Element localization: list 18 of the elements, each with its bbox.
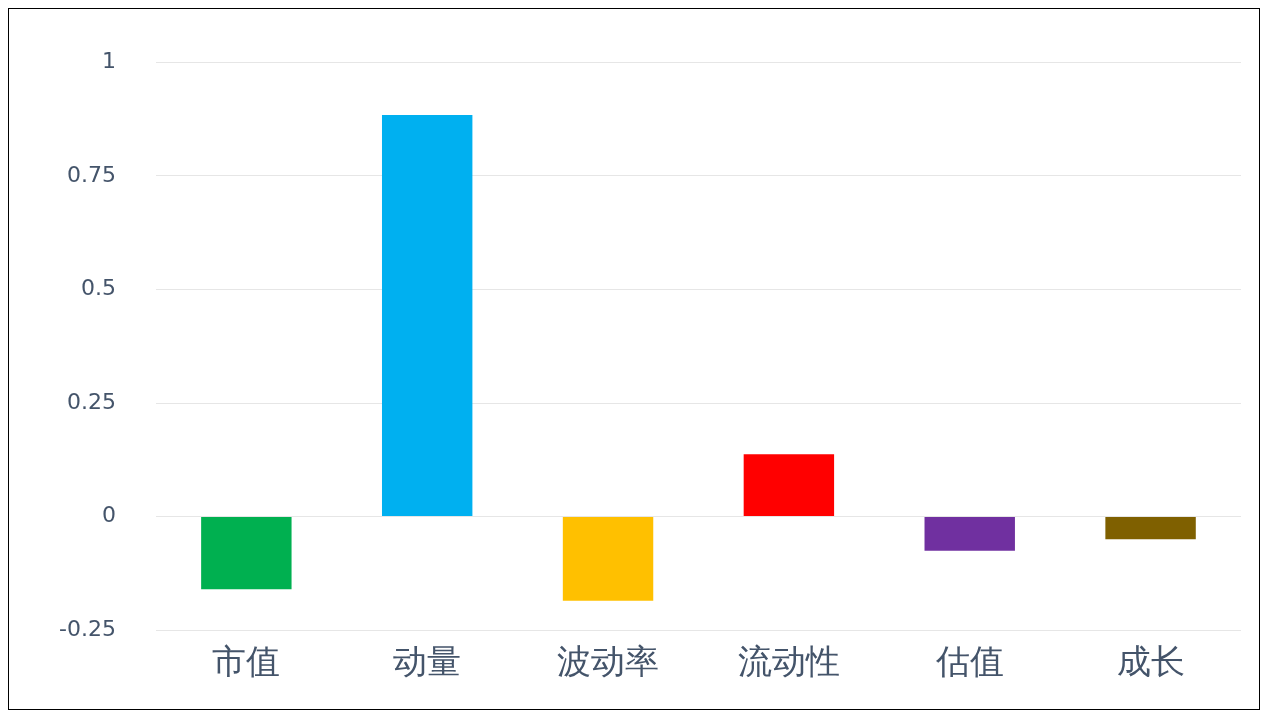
x-tick-label: 动量 xyxy=(393,641,462,682)
x-tick-label: 流动性 xyxy=(737,641,840,682)
x-tick-label: 波动率 xyxy=(557,641,660,682)
y-tick-label: 1 xyxy=(101,47,116,73)
bar xyxy=(201,517,292,590)
bar xyxy=(924,517,1015,551)
bar xyxy=(743,454,835,517)
x-tick-label: 估值 xyxy=(934,641,1004,682)
y-tick-label: 0.75 xyxy=(66,161,116,187)
x-tick-label: 市值 xyxy=(212,641,281,682)
bar xyxy=(562,517,654,601)
bar xyxy=(1105,517,1196,540)
y-tick-label: 0.5 xyxy=(80,275,116,301)
bar xyxy=(381,114,473,517)
x-tick-label: 成长 xyxy=(1116,641,1185,682)
y-tick-label: 0 xyxy=(101,502,116,528)
y-tick-label: -0.25 xyxy=(58,615,116,641)
y-tick-label: 0.25 xyxy=(66,388,116,414)
